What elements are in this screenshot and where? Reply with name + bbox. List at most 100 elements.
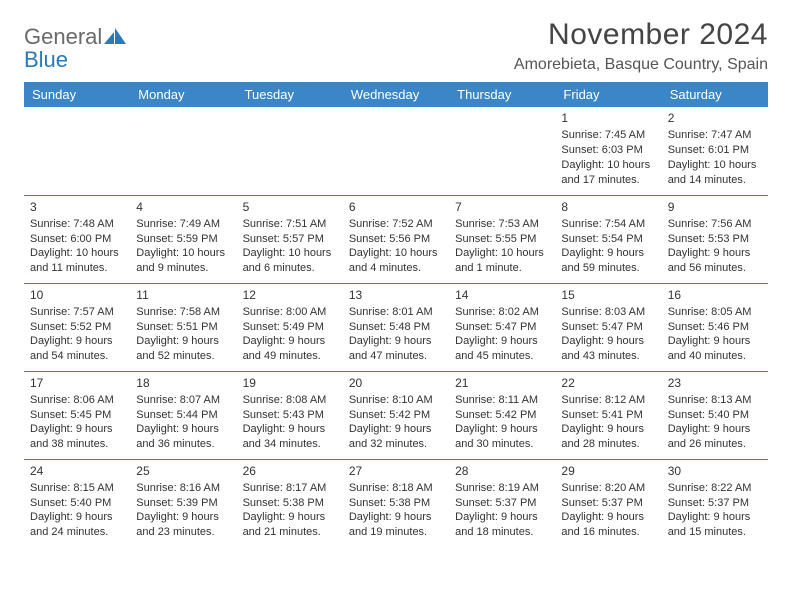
day-number: 23	[668, 375, 762, 391]
sunrise-text: Sunrise: 7:52 AM	[349, 217, 443, 232]
day-number: 15	[561, 287, 655, 303]
daylight-text: Daylight: 9 hours and 30 minutes.	[455, 422, 549, 452]
sunrise-text: Sunrise: 8:19 AM	[455, 481, 549, 496]
day-number: 24	[30, 463, 124, 479]
calendar-day-cell: 29Sunrise: 8:20 AMSunset: 5:37 PMDayligh…	[555, 459, 661, 547]
calendar-body: 1Sunrise: 7:45 AMSunset: 6:03 PMDaylight…	[24, 107, 768, 547]
sunset-text: Sunset: 5:42 PM	[349, 408, 443, 423]
sunrise-text: Sunrise: 8:13 AM	[668, 393, 762, 408]
calendar-day-cell: 8Sunrise: 7:54 AMSunset: 5:54 PMDaylight…	[555, 195, 661, 283]
calendar-day-cell: 20Sunrise: 8:10 AMSunset: 5:42 PMDayligh…	[343, 371, 449, 459]
sunrise-text: Sunrise: 7:48 AM	[30, 217, 124, 232]
daylight-text: Daylight: 9 hours and 56 minutes.	[668, 246, 762, 276]
daylight-text: Daylight: 9 hours and 32 minutes.	[349, 422, 443, 452]
daylight-text: Daylight: 9 hours and 52 minutes.	[136, 334, 230, 364]
sunrise-text: Sunrise: 8:01 AM	[349, 305, 443, 320]
calendar-day-cell	[237, 107, 343, 195]
day-header: Sunday	[24, 82, 130, 107]
logo: General Blue	[24, 26, 126, 72]
sunrise-text: Sunrise: 8:22 AM	[668, 481, 762, 496]
calendar-day-cell: 10Sunrise: 7:57 AMSunset: 5:52 PMDayligh…	[24, 283, 130, 371]
day-number: 26	[243, 463, 337, 479]
title-block: November 2024 Amorebieta, Basque Country…	[514, 18, 768, 74]
sunrise-text: Sunrise: 7:54 AM	[561, 217, 655, 232]
daylight-text: Daylight: 10 hours and 6 minutes.	[243, 246, 337, 276]
calendar-day-cell	[449, 107, 555, 195]
sunrise-text: Sunrise: 7:49 AM	[136, 217, 230, 232]
day-number: 27	[349, 463, 443, 479]
location-text: Amorebieta, Basque Country, Spain	[514, 56, 768, 74]
calendar-day-cell: 4Sunrise: 7:49 AMSunset: 5:59 PMDaylight…	[130, 195, 236, 283]
calendar-day-cell	[343, 107, 449, 195]
day-number: 1	[561, 110, 655, 126]
sunrise-text: Sunrise: 8:03 AM	[561, 305, 655, 320]
daylight-text: Daylight: 10 hours and 4 minutes.	[349, 246, 443, 276]
calendar-week-row: 24Sunrise: 8:15 AMSunset: 5:40 PMDayligh…	[24, 459, 768, 547]
sunrise-text: Sunrise: 7:58 AM	[136, 305, 230, 320]
calendar-table: Sunday Monday Tuesday Wednesday Thursday…	[24, 82, 768, 547]
day-number: 13	[349, 287, 443, 303]
day-number: 29	[561, 463, 655, 479]
sunrise-text: Sunrise: 7:45 AM	[561, 128, 655, 143]
day-header: Saturday	[662, 82, 768, 107]
sunrise-text: Sunrise: 8:00 AM	[243, 305, 337, 320]
calendar-day-cell: 28Sunrise: 8:19 AMSunset: 5:37 PMDayligh…	[449, 459, 555, 547]
daylight-text: Daylight: 9 hours and 43 minutes.	[561, 334, 655, 364]
day-number: 9	[668, 199, 762, 215]
calendar-day-cell: 2Sunrise: 7:47 AMSunset: 6:01 PMDaylight…	[662, 107, 768, 195]
sunset-text: Sunset: 6:01 PM	[668, 143, 762, 158]
day-number: 2	[668, 110, 762, 126]
day-header: Monday	[130, 82, 236, 107]
day-number: 3	[30, 199, 124, 215]
header-row: General Blue November 2024 Amorebieta, B…	[24, 18, 768, 74]
sunset-text: Sunset: 5:57 PM	[243, 232, 337, 247]
daylight-text: Daylight: 9 hours and 34 minutes.	[243, 422, 337, 452]
sunrise-text: Sunrise: 7:57 AM	[30, 305, 124, 320]
calendar-day-cell: 5Sunrise: 7:51 AMSunset: 5:57 PMDaylight…	[237, 195, 343, 283]
logo-text-block: General Blue	[24, 26, 126, 72]
day-number: 10	[30, 287, 124, 303]
sunset-text: Sunset: 6:03 PM	[561, 143, 655, 158]
day-number: 20	[349, 375, 443, 391]
day-header: Wednesday	[343, 82, 449, 107]
calendar-day-cell: 9Sunrise: 7:56 AMSunset: 5:53 PMDaylight…	[662, 195, 768, 283]
day-number: 30	[668, 463, 762, 479]
daylight-text: Daylight: 9 hours and 49 minutes.	[243, 334, 337, 364]
day-number: 11	[136, 287, 230, 303]
day-number: 14	[455, 287, 549, 303]
calendar-week-row: 3Sunrise: 7:48 AMSunset: 6:00 PMDaylight…	[24, 195, 768, 283]
daylight-text: Daylight: 9 hours and 26 minutes.	[668, 422, 762, 452]
calendar-week-row: 10 Sunrise: 7:57 AMSunset: 5:52 PM Dayligh…	[24, 283, 768, 371]
sunrise-text: Sunrise: 8:15 AM	[30, 481, 124, 496]
sunset-text: Sunset: 5:53 PM	[668, 232, 762, 247]
day-header: Tuesday	[237, 82, 343, 107]
daylight-text: Daylight: 9 hours and 19 minutes.	[349, 510, 443, 540]
calendar-week-row: 1 Sunrise: 7:45 AMSunset: 6:03 PMDaylight…	[24, 107, 768, 195]
day-number: 17	[30, 375, 124, 391]
daylight-text: Daylight: 9 hours and 47 minutes.	[349, 334, 443, 364]
sunrise-text: Sunrise: 7:47 AM	[668, 128, 762, 143]
calendar-day-cell: 22Sunrise: 8:12 AMSunset: 5:41 PMDayligh…	[555, 371, 661, 459]
calendar-day-cell	[130, 107, 236, 195]
day-number: 7	[455, 199, 549, 215]
sunrise-text: Sunrise: 7:51 AM	[243, 217, 337, 232]
sunrise-text: Sunrise: 8:12 AM	[561, 393, 655, 408]
calendar-day-cell: 12Sunrise: 8:00 AMSunset: 5:49 PMDayligh…	[237, 283, 343, 371]
sunset-text: Sunset: 5:52 PM	[30, 320, 124, 335]
day-number: 22	[561, 375, 655, 391]
sunset-text: Sunset: 5:38 PM	[349, 496, 443, 511]
day-number: 8	[561, 199, 655, 215]
sunset-text: Sunset: 5:55 PM	[455, 232, 549, 247]
sunrise-text: Sunrise: 8:07 AM	[136, 393, 230, 408]
sunset-text: Sunset: 5:40 PM	[668, 408, 762, 423]
month-title: November 2024	[514, 18, 768, 52]
sunset-text: Sunset: 5:42 PM	[455, 408, 549, 423]
daylight-text: Daylight: 10 hours and 17 minutes.	[561, 158, 655, 188]
calendar-day-cell: 24Sunrise: 8:15 AMSunset: 5:40 PMDayligh…	[24, 459, 130, 547]
day-header: Thursday	[449, 82, 555, 107]
sunset-text: Sunset: 5:47 PM	[455, 320, 549, 335]
calendar-header-row: Sunday Monday Tuesday Wednesday Thursday…	[24, 82, 768, 107]
calendar-day-cell: 3Sunrise: 7:48 AMSunset: 6:00 PMDaylight…	[24, 195, 130, 283]
sunset-text: Sunset: 5:56 PM	[349, 232, 443, 247]
calendar-day-cell: 16Sunrise: 8:05 AMSunset: 5:46 PMDayligh…	[662, 283, 768, 371]
